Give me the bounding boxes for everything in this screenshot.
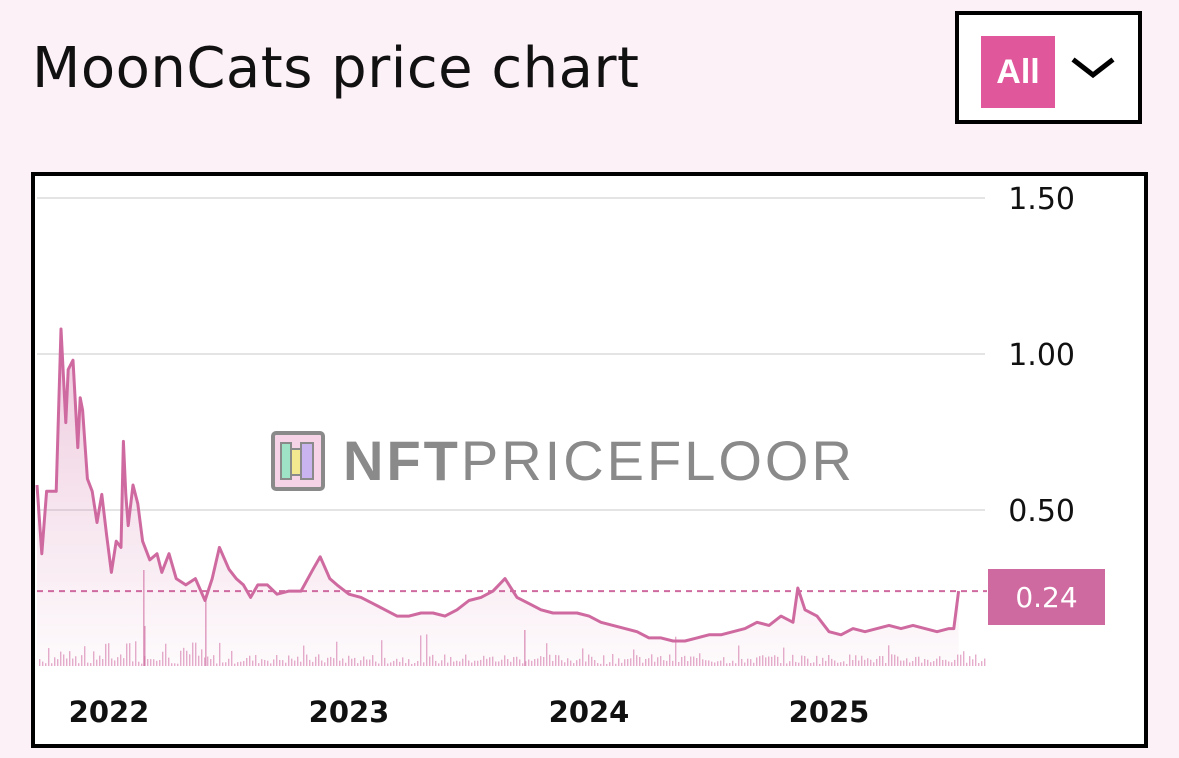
x-tick-label: 2023 — [309, 695, 390, 729]
volume-bar — [981, 661, 983, 666]
range-selected-all[interactable]: All — [981, 36, 1055, 108]
y-tick-label: 0.50 — [1008, 494, 1075, 529]
volume-bar — [972, 659, 974, 666]
x-tick-label: 2024 — [549, 695, 630, 729]
price-line — [35, 327, 961, 643]
nftpricefloor-logo-icon — [271, 430, 325, 491]
price-chart: 1.50 1.00 0.50 2022 2023 2024 2025 NFTPRICEFL… — [31, 172, 1148, 748]
price-chart-svg: 1.50 1.00 0.50 2022 2023 2024 2025 — [35, 182, 1075, 729]
watermark-brand-bold: NFT — [343, 429, 461, 492]
y-tick-label: 1.00 — [1008, 338, 1075, 373]
page-title: MoonCats price chart — [32, 36, 640, 101]
volume-bar — [966, 662, 968, 666]
y-tick-label: 1.50 — [1008, 182, 1075, 217]
volume-bar — [963, 651, 965, 666]
x-tick-label: 2022 — [69, 695, 150, 729]
volume-bar — [978, 663, 980, 666]
watermark-brand-light: PRICEFLOOR — [460, 429, 855, 492]
watermark: NFTPRICEFLOOR — [271, 428, 855, 493]
range-dropdown[interactable]: All — [955, 11, 1142, 124]
volume-bar — [969, 656, 971, 666]
current-price-badge: 0.24 — [988, 569, 1105, 625]
volume-bar — [975, 654, 977, 666]
price-area — [37, 329, 959, 666]
chevron-down-icon[interactable] — [1071, 55, 1115, 81]
volume-bar — [960, 654, 962, 666]
x-tick-label: 2025 — [789, 695, 870, 729]
volume-bar — [984, 658, 986, 666]
